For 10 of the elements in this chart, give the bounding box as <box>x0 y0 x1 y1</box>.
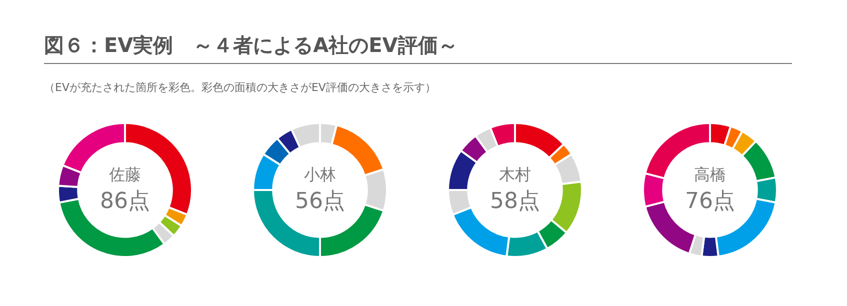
text: 佐藤 <box>109 164 141 186</box>
text: 86点 <box>100 188 150 216</box>
text: 56点 <box>295 188 345 216</box>
text: （EVが充たされた箇所を彩色。彩色の面積の大きさがEV評価の大きさを示す） <box>44 80 436 95</box>
text: 76点 <box>685 188 735 216</box>
text: 小林 <box>304 164 336 186</box>
text: 図６：EV実例 ～４者によるA社のEV評価～ <box>44 32 792 64</box>
text: 高橋 <box>694 164 726 186</box>
text: 58点 <box>490 188 540 216</box>
text: 木村 <box>499 164 531 186</box>
